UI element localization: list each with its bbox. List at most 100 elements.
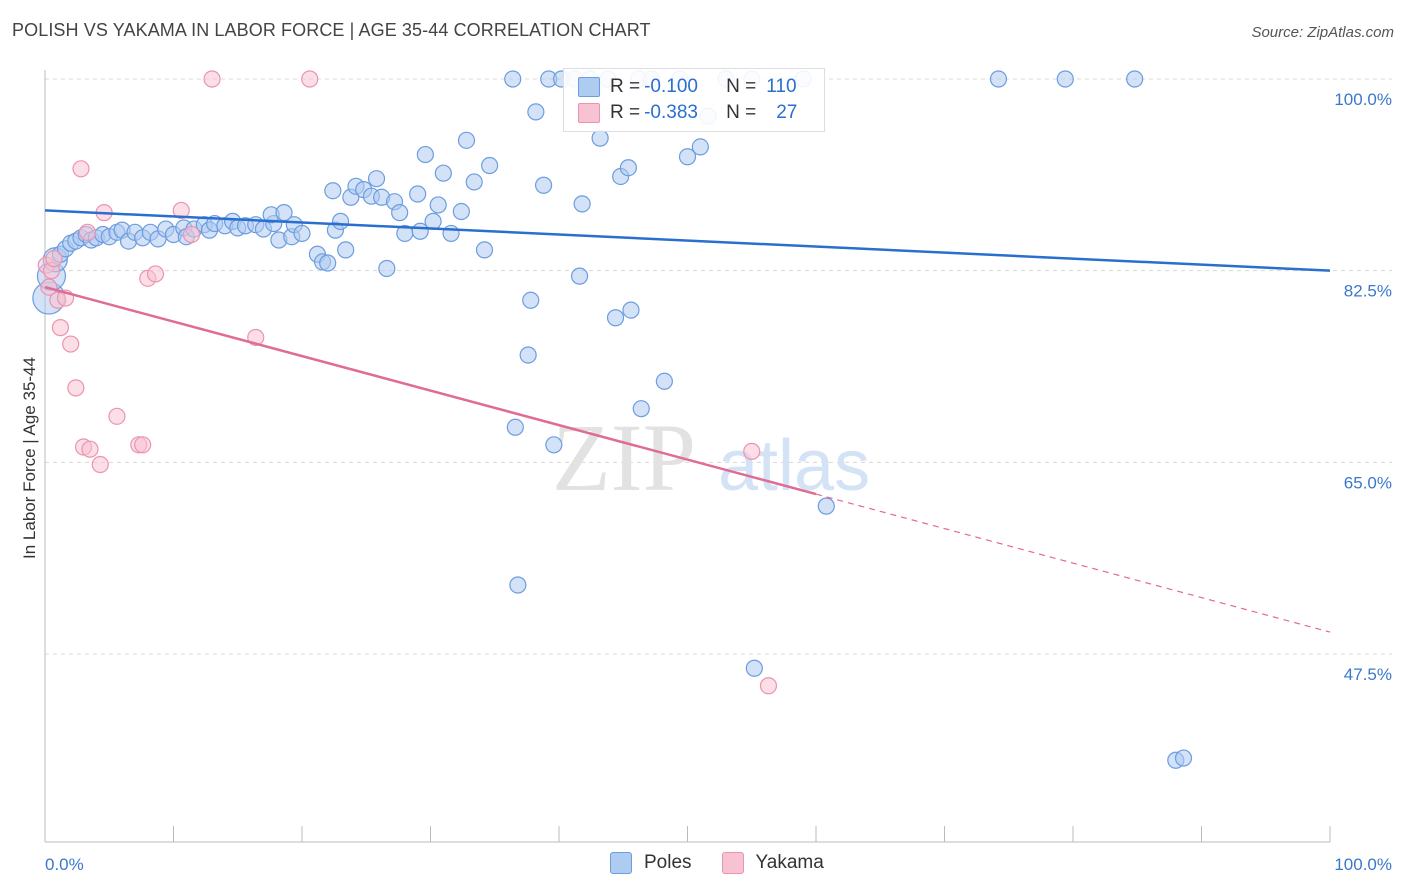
poles-trend-line: [44, 209, 1331, 272]
poles-point: [424, 212, 442, 230]
poles-point: [452, 202, 470, 221]
correlation-legend: R = -0.100 N = 110 R = -0.383 N = 27: [563, 68, 825, 132]
yakama-point: [203, 70, 221, 88]
yakama-point: [81, 440, 99, 458]
poles-point: [506, 418, 524, 436]
poles-point: [606, 309, 625, 327]
poles-point: [331, 212, 350, 230]
watermark-atlas: atlas: [718, 426, 870, 506]
legend-row-poles: R = -0.100 N = 110: [578, 75, 797, 99]
poles-point: [519, 346, 537, 364]
watermark: ZIP atlas: [552, 404, 870, 511]
legend-yakama-r: -0.383: [644, 102, 698, 123]
poles-point: [457, 131, 476, 149]
y-axis-label: In Labor Force | Age 35-44: [20, 357, 39, 559]
watermark-zip: ZIP: [552, 404, 696, 511]
poles-point: [442, 224, 460, 243]
poles-point: [416, 145, 434, 164]
poles-point: [504, 70, 522, 88]
poles-point: [591, 129, 609, 147]
axes: [44, 70, 1331, 843]
poles-point: [527, 103, 545, 121]
poles-point: [545, 436, 563, 454]
x-tick-label: 0.0%: [45, 855, 84, 874]
series-yakama-points: [37, 70, 778, 695]
poles-point: [378, 259, 396, 278]
legend-poles-r: -0.100: [644, 76, 698, 97]
yakama-point: [67, 379, 85, 397]
poles-point: [534, 176, 553, 194]
y-tick-label: 100.0%: [1334, 90, 1392, 109]
poles-point: [391, 204, 409, 222]
yakama-swatch: [578, 103, 600, 123]
poles-point: [745, 659, 763, 677]
legend-n-label: N =: [726, 76, 757, 97]
trend-lines: [44, 209, 1331, 633]
poles-point: [570, 267, 589, 285]
yakama-point: [146, 265, 165, 283]
yakama-point: [108, 407, 126, 425]
series-legend: Poles Yakama: [610, 852, 854, 874]
yakama-point: [72, 160, 90, 178]
poles-point: [817, 497, 835, 515]
poles-point: [324, 182, 342, 200]
yakama-point: [134, 436, 152, 454]
poles-point: [989, 70, 1008, 88]
x-tick-label: 100.0%: [1334, 855, 1392, 874]
poles-point: [1056, 70, 1074, 88]
yakama-trend-extension: [815, 493, 1331, 633]
legend-r-label: R =: [610, 102, 641, 123]
poles-point: [429, 196, 447, 214]
poles-point: [293, 224, 311, 243]
poles-point: [1174, 749, 1193, 767]
legend-r-label: R =: [610, 76, 641, 97]
poles-point: [632, 400, 650, 418]
legend-row-yakama: R = -0.383 N = 27: [578, 101, 797, 125]
legend-yakama-n: 27: [776, 102, 798, 123]
yakama-trend-line: [44, 285, 817, 496]
yakama-point: [62, 335, 80, 353]
yakama-point: [91, 455, 109, 474]
yakama-point: [172, 201, 190, 220]
poles-point: [522, 291, 540, 309]
poles-point: [655, 372, 673, 390]
legend-item-yakama[interactable]: Yakama: [721, 852, 824, 874]
poles-point: [475, 241, 494, 259]
poles-point: [573, 195, 591, 213]
y-tick-label: 82.5%: [1344, 282, 1392, 301]
poles-point: [691, 138, 709, 156]
grid-lines: [45, 78, 1392, 655]
poles-point: [1126, 70, 1144, 88]
x-tick-labels: 0.0% 100.0%: [45, 855, 1392, 874]
poles-point: [509, 576, 527, 594]
y-tick-labels: 100.0% 82.5% 65.0% 47.5%: [1334, 90, 1392, 684]
legend-n-label: N =: [726, 102, 757, 123]
legend-poles-n: 110: [766, 76, 797, 97]
poles-point: [337, 241, 355, 259]
y-tick-label: 65.0%: [1344, 473, 1392, 492]
yakama-point: [182, 225, 201, 244]
poles-point: [319, 254, 337, 272]
chart-title: POLISH VS YAKAMA IN LABOR FORCE | AGE 35…: [12, 20, 651, 40]
yakama-point: [78, 223, 97, 241]
yakama-point: [743, 442, 761, 460]
poles-swatch: [578, 77, 600, 97]
source-label: Source: ZipAtlas.com: [1251, 24, 1394, 41]
y-tick-label: 47.5%: [1344, 665, 1392, 684]
poles-point: [622, 301, 640, 319]
poles-point: [481, 156, 499, 175]
poles-point: [619, 159, 637, 177]
legend-item-poles[interactable]: Poles: [610, 852, 692, 874]
yakama-point: [51, 319, 70, 337]
yakama-point: [45, 250, 63, 268]
poles-legend-swatch: [610, 852, 632, 874]
poles-legend-label: Poles: [644, 852, 692, 873]
poles-point: [465, 173, 483, 191]
poles-point: [434, 164, 452, 182]
poles-point: [367, 170, 386, 188]
poles-point: [409, 185, 427, 203]
yakama-point: [759, 677, 778, 695]
poles-point: [678, 148, 697, 166]
yakama-legend-label: Yakama: [755, 852, 824, 873]
